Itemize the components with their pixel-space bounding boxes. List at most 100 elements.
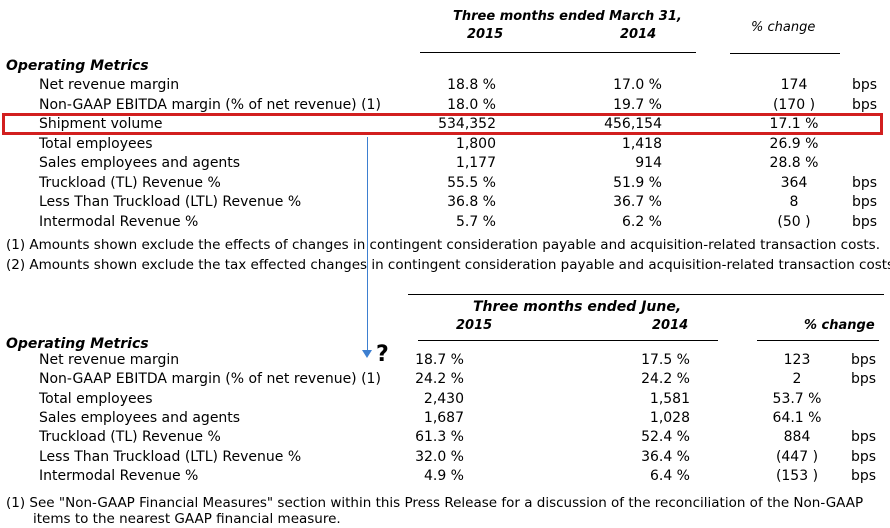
table-row: Total employees 1,800 1,418 26.9 % xyxy=(0,136,890,155)
percent-change: 364 xyxy=(780,174,808,191)
percent-change: 884 xyxy=(783,429,811,446)
row-label: Sales employees and agents xyxy=(39,155,241,171)
bottom-year-2015: 2015 xyxy=(456,318,493,333)
bottom-change-rule xyxy=(757,340,879,341)
value-2015: 18.8 % xyxy=(447,77,496,93)
table-row: Shipment volume 534,352 456,154 17.1 % xyxy=(0,116,890,135)
value-2014: 36.4 % xyxy=(641,448,690,465)
table-row: Net revenue margin 18.7 % 17.5 % 123 bps xyxy=(0,352,890,371)
row-label: Sales employees and agents xyxy=(39,409,241,426)
row-label: Net revenue margin xyxy=(39,352,180,368)
value-2015: 1,177 xyxy=(455,155,496,171)
percent-change: 2 xyxy=(792,371,802,388)
table-row: Intermodal Revenue % 4.9 % 6.4 % (153 ) bps xyxy=(0,468,890,487)
percent-change: 64.1 % xyxy=(772,409,822,426)
bottom-section-title: Operating Metrics xyxy=(6,336,149,352)
percent-change: 8 xyxy=(789,194,799,210)
change-unit: bps xyxy=(851,352,877,368)
row-label: Intermodal Revenue % xyxy=(39,213,199,230)
top-footnote-1: (1) Amounts shown exclude the effects of… xyxy=(6,237,880,253)
top-year-2015: 2015 xyxy=(467,27,504,42)
bottom-change-header: % change xyxy=(804,318,875,333)
top-change-rule xyxy=(730,53,840,54)
value-2014: 1,028 xyxy=(649,409,690,426)
shipment-volume-highlight xyxy=(2,113,883,135)
annotation-arrow-line xyxy=(367,137,368,352)
value-2015: 24.2 % xyxy=(415,371,464,388)
row-label: Intermodal Revenue % xyxy=(39,467,199,484)
change-unit: bps xyxy=(851,467,877,484)
value-2014: 52.4 % xyxy=(641,429,690,446)
bottom-period-header: Three months ended June, xyxy=(473,299,682,315)
value-2015: 36.8 % xyxy=(447,194,496,210)
top-section-title: Operating Metrics xyxy=(6,58,149,74)
top-year-2014: 2014 xyxy=(620,27,657,42)
change-unit: bps xyxy=(851,429,877,446)
percent-change: 17.1 % xyxy=(769,116,819,132)
change-unit: bps xyxy=(852,194,878,210)
value-2014: 6.2 % xyxy=(621,213,662,230)
value-2015: 18.0 % xyxy=(447,96,496,113)
value-2014: 24.2 % xyxy=(641,371,690,388)
percent-change: 174 xyxy=(780,77,808,93)
row-label: Less Than Truckload (LTL) Revenue % xyxy=(39,194,302,210)
value-2014: 1,418 xyxy=(621,135,662,152)
value-2014: 51.9 % xyxy=(613,174,662,191)
top-period-header: Three months ended March 31, xyxy=(453,9,682,24)
bottom-top-rule xyxy=(408,294,884,295)
change-unit: bps xyxy=(851,448,877,465)
row-label: Non-GAAP EBITDA margin (% of net revenue… xyxy=(39,371,381,388)
row-label: Total employees xyxy=(39,135,153,152)
table-row: Intermodal Revenue % 5.7 % 6.2 % (50 ) bps xyxy=(0,214,890,233)
table-row: Non-GAAP EBITDA margin (% of net revenue… xyxy=(0,371,890,390)
percent-change: (170 ) xyxy=(772,96,816,113)
value-2015: 1,687 xyxy=(423,409,464,426)
table-row: Less Than Truckload (LTL) Revenue % 32.0 … xyxy=(0,449,890,468)
change-unit: bps xyxy=(851,371,877,388)
value-2014: 17.0 % xyxy=(613,77,662,93)
percent-change: (50 ) xyxy=(777,213,811,230)
annotation-arrow-head xyxy=(362,350,372,358)
top-change-header: % change xyxy=(751,20,816,35)
change-unit: bps xyxy=(852,96,878,113)
value-2014: 17.5 % xyxy=(641,352,690,368)
row-label: Less Than Truckload (LTL) Revenue % xyxy=(39,448,302,465)
table-row: Truckload (TL) Revenue % 61.3 % 52.4 % 884 b… xyxy=(0,429,890,448)
value-2014: 6.4 % xyxy=(649,467,690,484)
table-row: Less Than Truckload (LTL) Revenue % 36.8 … xyxy=(0,194,890,213)
table-row: Total employees 2,430 1,581 53.7 % xyxy=(0,391,890,410)
row-label: Truckload (TL) Revenue % xyxy=(39,429,221,446)
table-row: Sales employees and agents 1,177 914 28.8 % xyxy=(0,155,890,174)
change-unit: bps xyxy=(852,213,878,230)
value-2015: 5.7 % xyxy=(455,213,496,230)
bottom-footnote-1: (1) See "Non-GAAP Financial Measures" se… xyxy=(6,495,864,511)
value-2014: 36.7 % xyxy=(613,194,662,210)
percent-change: 53.7 % xyxy=(772,390,822,407)
table-row: Net revenue margin 18.8 % 17.0 % 174 bps xyxy=(0,77,890,96)
top-footnote-2: (2) Amounts shown exclude the tax effect… xyxy=(6,257,890,273)
percent-change: (447 ) xyxy=(775,448,819,465)
bottom-year-2014: 2014 xyxy=(652,318,689,333)
value-2015: 32.0 % xyxy=(415,448,464,465)
bottom-footnote-2: items to the nearest GAAP financial meas… xyxy=(33,511,341,527)
top-period-rule xyxy=(420,52,696,53)
row-label: Truckload (TL) Revenue % xyxy=(39,174,221,191)
value-2015: 18.7 % xyxy=(415,352,464,368)
value-2014: 19.7 % xyxy=(613,96,662,113)
row-label: Net revenue margin xyxy=(39,77,180,93)
table-row: Truckload (TL) Revenue % 55.5 % 51.9 % 364 b… xyxy=(0,175,890,194)
row-label: Non-GAAP EBITDA margin (% of net revenue… xyxy=(39,96,381,113)
value-2015: 4.9 % xyxy=(423,467,464,484)
row-label: Total employees xyxy=(39,390,153,407)
percent-change: 28.8 % xyxy=(769,155,819,171)
value-2015: 534,352 xyxy=(438,116,496,132)
table-row: Non-GAAP EBITDA margin (% of net revenue… xyxy=(0,97,890,116)
value-2014: 456,154 xyxy=(604,116,662,132)
change-unit: bps xyxy=(852,77,878,93)
value-2014: 1,581 xyxy=(649,390,690,407)
value-2015: 61.3 % xyxy=(415,429,464,446)
change-unit: bps xyxy=(852,174,878,191)
percent-change: (153 ) xyxy=(775,467,819,484)
percent-change: 26.9 % xyxy=(769,135,819,152)
bottom-period-rule xyxy=(418,340,718,341)
